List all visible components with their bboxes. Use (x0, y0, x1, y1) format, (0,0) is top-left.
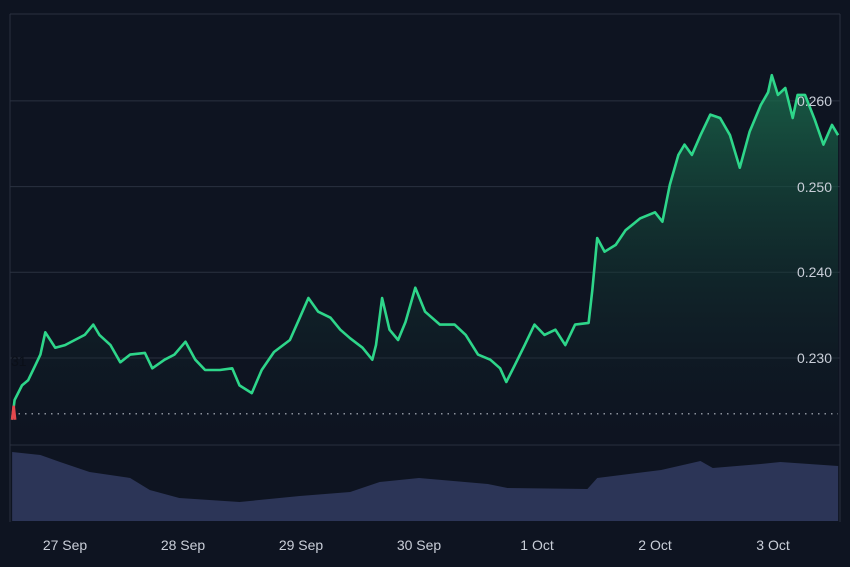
y-axis: 0.230 0.240 0.250 0.260 (797, 93, 832, 366)
x-tick-label: 30 Sep (397, 537, 442, 553)
price-line (10, 73, 840, 420)
price-series (10, 73, 840, 445)
y-tick-label: 0.260 (797, 93, 832, 109)
price-line-below-baseline (10, 405, 17, 420)
x-tick-label: 2 Oct (638, 537, 672, 553)
y-tick-label: 0.230 (797, 350, 832, 366)
volume-series (12, 451, 839, 521)
price-area-fill (12, 75, 839, 445)
y-tick-label: 0.240 (797, 264, 832, 280)
x-tick-label: 29 Sep (279, 537, 324, 553)
volume-area (12, 452, 839, 521)
x-tick-label: 1 Oct (520, 537, 554, 553)
x-tick-label: 28 Sep (161, 537, 206, 553)
y-tick-label: 0.250 (797, 179, 832, 195)
x-tick-label: 27 Sep (43, 537, 88, 553)
x-axis: 27 Sep 28 Sep 29 Sep 30 Sep 1 Oct 2 Oct … (43, 537, 790, 553)
x-tick-label: 3 Oct (756, 537, 790, 553)
left-axis-label: 31 (11, 353, 27, 369)
